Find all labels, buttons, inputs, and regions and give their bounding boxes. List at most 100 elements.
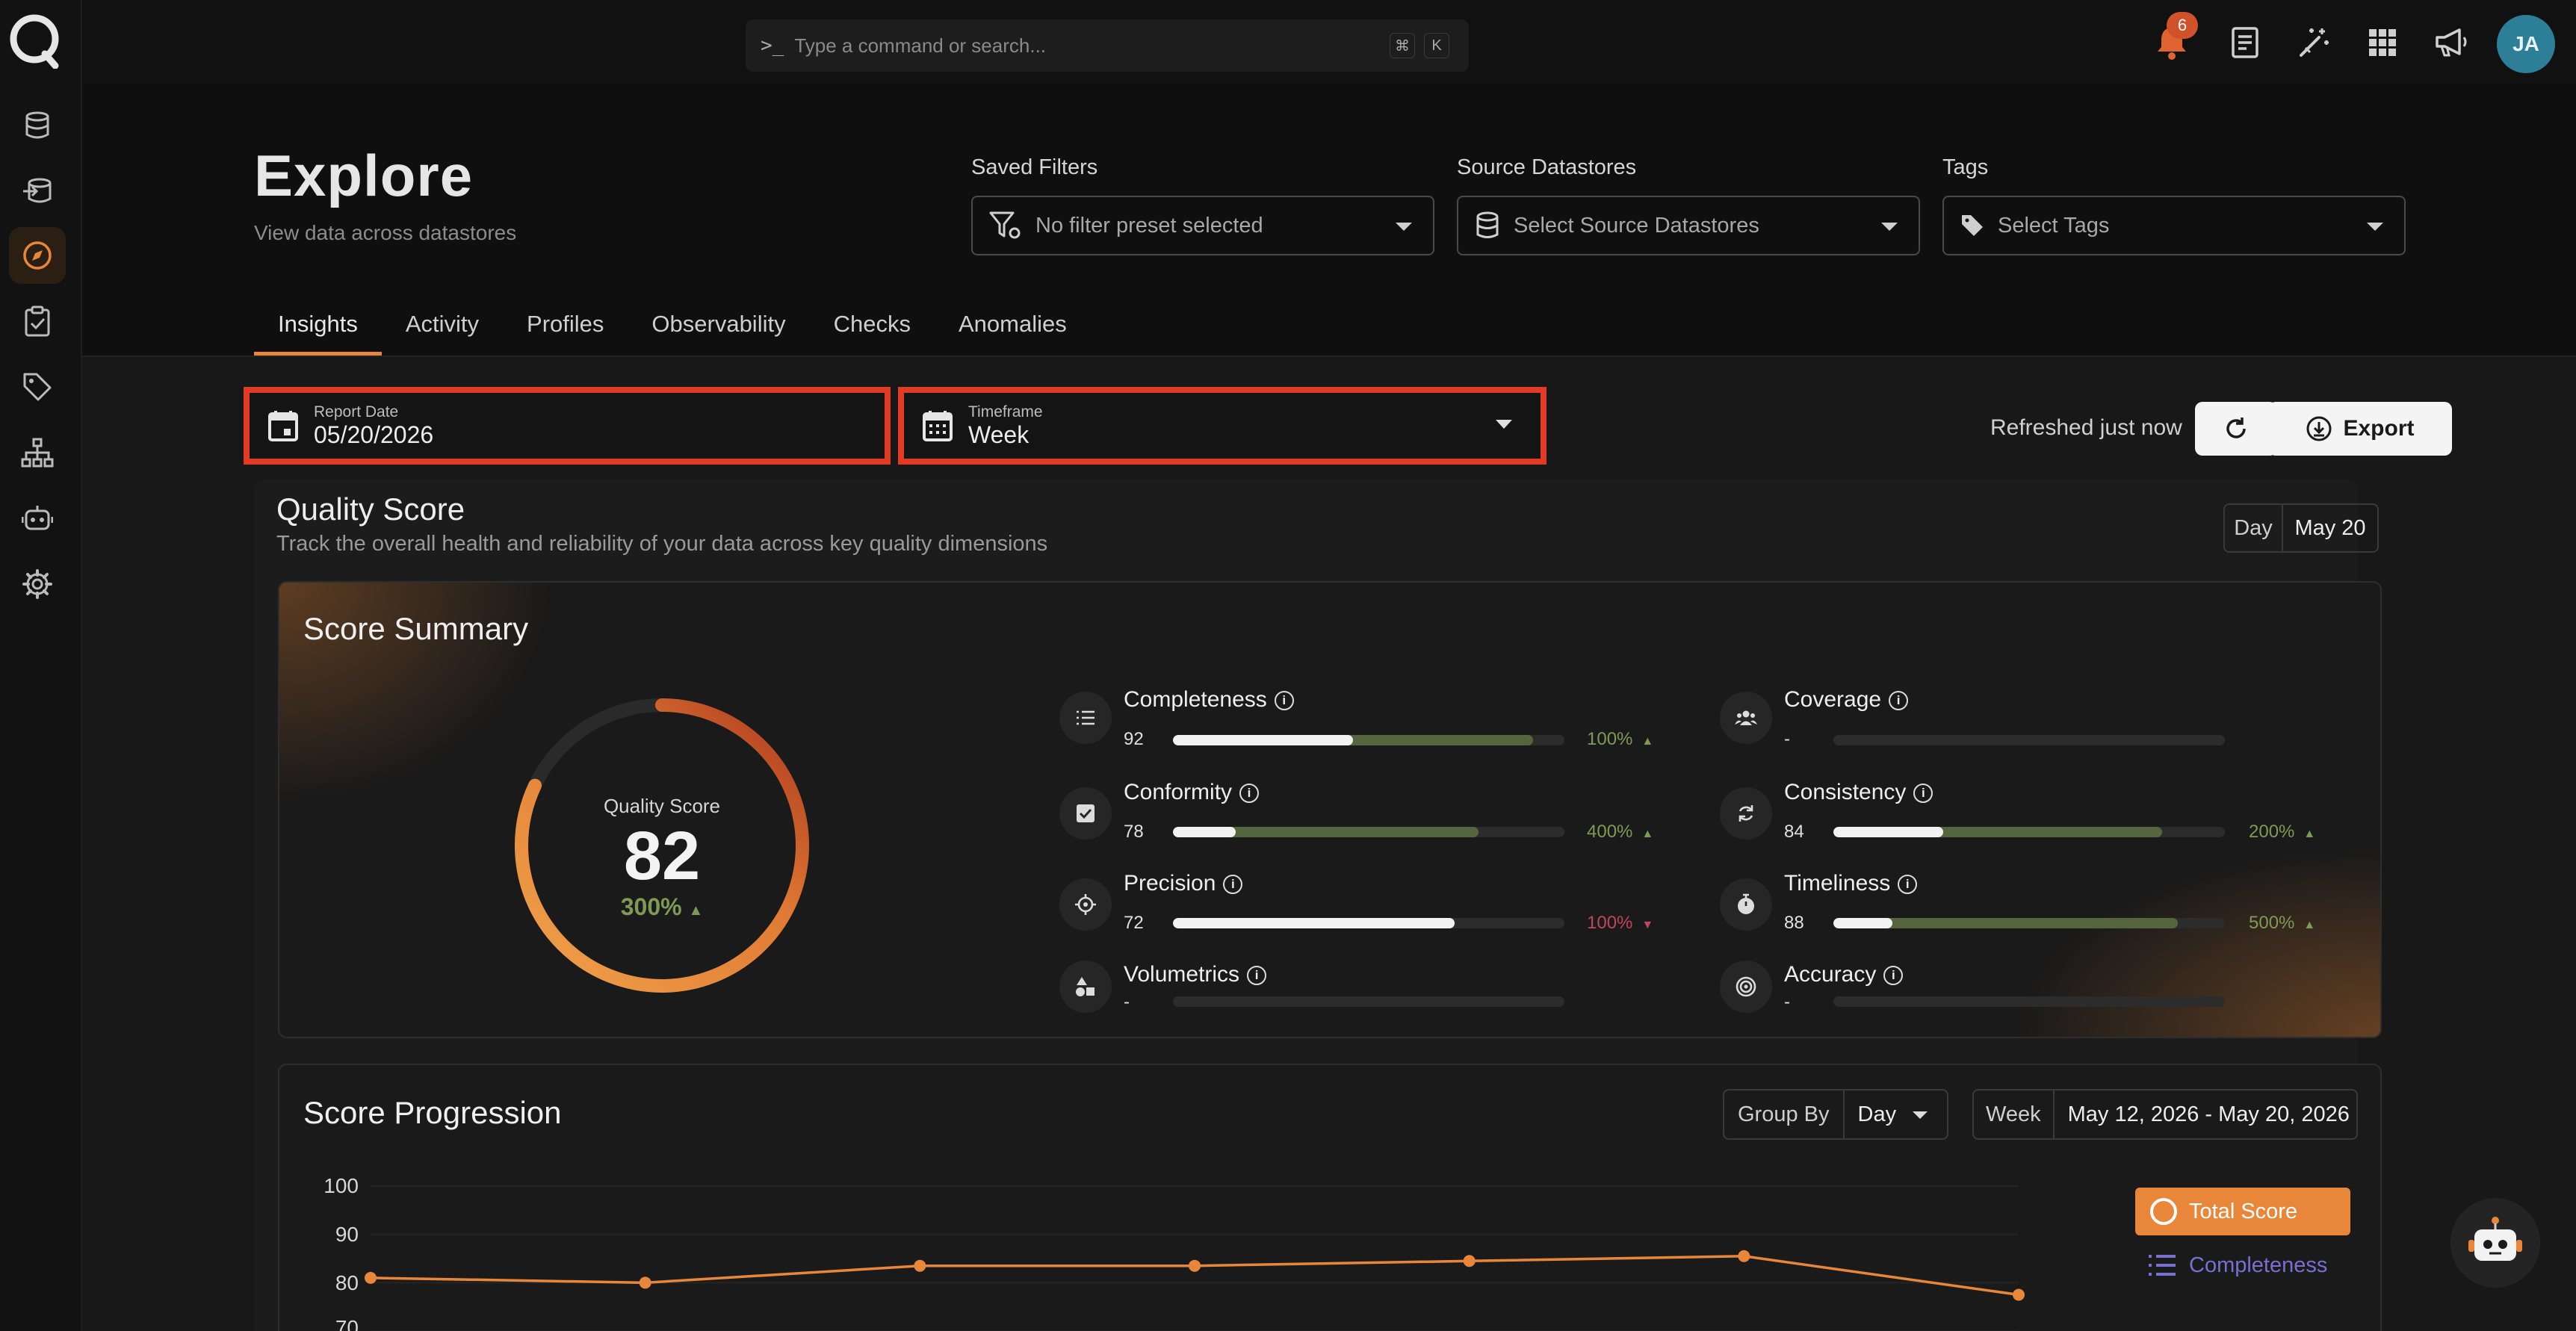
timeframe-label: Timeframe	[968, 403, 1043, 421]
metric-change-conformity: 400% ▲	[1587, 822, 1653, 843]
timeframe-value: Week	[968, 421, 1030, 448]
info-icon[interactable]: i	[1889, 691, 1909, 710]
tags-select[interactable]: Select Tags	[1942, 196, 2406, 255]
metric-value-volumetrics: -	[1124, 992, 1130, 1012]
metric-bar-fill	[1833, 827, 1943, 837]
hierarchy-icon[interactable]	[9, 424, 66, 481]
refresh-icon	[2226, 418, 2246, 438]
page-title: Explore	[254, 143, 474, 208]
info-icon[interactable]: i	[1247, 966, 1267, 985]
saved-filters-value: No filter preset selected	[1035, 213, 1263, 238]
data-point[interactable]	[2013, 1288, 2025, 1301]
data-point[interactable]	[1738, 1250, 1750, 1262]
settings-gear-icon[interactable]	[9, 556, 66, 612]
y-tick-label: 70	[335, 1316, 359, 1331]
metric-change-text: 200%	[2249, 822, 2295, 842]
legend-total-label: Total Score	[2189, 1199, 2298, 1223]
metric-name-conformity: Conformity i	[1124, 780, 1260, 805]
calendar-icon	[923, 411, 953, 441]
metric-bar-accuracy	[1833, 996, 2225, 1007]
metric-label: Coverage	[1784, 687, 1882, 712]
apps-grid-icon[interactable]	[2362, 22, 2403, 63]
docs-icon[interactable]	[2225, 22, 2265, 63]
info-icon[interactable]: i	[1239, 784, 1260, 803]
metric-change-text: 100%	[1587, 729, 1633, 749]
page-subtitle: View data across datastores	[254, 221, 517, 244]
metric-value-timeliness: 88	[1784, 913, 1804, 933]
export-button[interactable]: Export	[2268, 402, 2452, 456]
quality-period-value: May 20	[2294, 515, 2366, 540]
metric-label: Accuracy	[1784, 962, 1877, 987]
info-icon[interactable]: i	[1913, 784, 1933, 803]
sync-icon	[1720, 787, 1772, 840]
trend-up-icon: ▲	[1641, 735, 1654, 748]
datastores-icon[interactable]	[9, 97, 66, 154]
announcements-megaphone-icon[interactable]	[2431, 22, 2471, 63]
tab-observability[interactable]: Observability	[651, 311, 786, 337]
tab-profiles[interactable]: Profiles	[527, 311, 604, 337]
group-by-select[interactable]: Group By Day	[1723, 1089, 1948, 1140]
tab-activity[interactable]: Activity	[405, 311, 480, 337]
quality-period-pill[interactable]: Day May 20	[2223, 503, 2379, 553]
timeframe-select[interactable]: Timeframe Week	[898, 387, 1546, 465]
metric-label: Completeness	[1124, 687, 1267, 712]
metric-bar-fill	[1173, 827, 1236, 837]
user-avatar[interactable]: JA	[2497, 15, 2555, 73]
metric-bar-fill	[1833, 918, 1892, 928]
metric-change-timeliness: 500% ▲	[2249, 913, 2315, 934]
magic-wand-icon[interactable]	[2294, 22, 2334, 63]
metric-bar-volumetrics	[1173, 996, 1564, 1007]
tags-icon[interactable]	[9, 359, 66, 415]
quality-score-delta: 300% ▲	[523, 893, 801, 921]
command-search-input[interactable]: >_ Type a command or search... ⌘ K	[746, 19, 1469, 72]
tab-checks[interactable]: Checks	[833, 311, 911, 337]
chevron-down-icon	[1396, 223, 1412, 231]
metric-name-timeliness: Timeliness i	[1784, 871, 1918, 896]
date-range-pill[interactable]: Week May 12, 2026 - May 20, 2026	[1972, 1089, 2358, 1140]
tab-insights[interactable]: Insights	[254, 306, 382, 356]
data-point[interactable]	[914, 1259, 926, 1272]
refresh-button[interactable]	[2195, 402, 2277, 456]
stopwatch-icon	[1720, 878, 1772, 931]
checks-clipboard-icon[interactable]	[9, 293, 66, 350]
quality-period-label: Day	[2225, 505, 2283, 551]
metric-name-consistency: Consistency i	[1784, 780, 1933, 805]
metric-bar-fill	[1173, 735, 1354, 745]
info-icon[interactable]: i	[1274, 691, 1294, 710]
metric-change-consistency: 200% ▲	[2249, 822, 2315, 843]
data-point[interactable]	[1463, 1255, 1476, 1268]
metric-label: Volumetrics	[1124, 962, 1240, 987]
explore-compass-icon[interactable]	[9, 227, 66, 284]
refresh-status: Refreshed just now	[1990, 415, 2182, 440]
agent-robot-icon[interactable]	[9, 490, 66, 547]
data-point[interactable]	[365, 1271, 377, 1284]
metric-name-volumetrics: Volumetrics i	[1124, 962, 1267, 987]
score-progression-title: Score Progression	[303, 1095, 562, 1130]
data-point[interactable]	[1189, 1259, 1201, 1272]
data-point[interactable]	[639, 1276, 651, 1289]
tab-anomalies[interactable]: Anomalies	[958, 311, 1067, 337]
quality-score-value: 82	[623, 818, 701, 894]
metric-bar-coverage	[1833, 735, 2225, 745]
tags-label: Tags	[1942, 155, 1989, 179]
metric-change-text: 100%	[1587, 913, 1633, 933]
assistant-bot-button[interactable]	[2450, 1198, 2540, 1288]
info-icon[interactable]: i	[1223, 875, 1243, 894]
metric-value-completeness: 92	[1124, 729, 1144, 749]
metric-change-text: 400%	[1587, 822, 1633, 842]
metric-value-accuracy: -	[1784, 992, 1790, 1012]
source-datastores-select[interactable]: Select Source Datastores	[1457, 196, 1920, 255]
robot-icon	[2468, 1217, 2522, 1261]
info-icon[interactable]: i	[1883, 966, 1904, 985]
legend-total-score[interactable]: Total Score	[2135, 1188, 2350, 1235]
containers-icon[interactable]	[9, 163, 66, 220]
group-by-value: Day	[1857, 1102, 1897, 1126]
gauge-arc	[515, 698, 809, 993]
legend-completeness[interactable]: Completeness	[2147, 1252, 2327, 1279]
info-icon[interactable]: i	[1898, 875, 1918, 894]
metric-name-completeness: Completeness i	[1124, 687, 1294, 713]
source-datastores-label: Source Datastores	[1457, 155, 1637, 179]
saved-filters-select[interactable]: No filter preset selected	[971, 196, 1434, 255]
app-logo[interactable]	[7, 13, 63, 69]
report-date-field[interactable]: Report Date 05/20/2026	[244, 387, 891, 465]
